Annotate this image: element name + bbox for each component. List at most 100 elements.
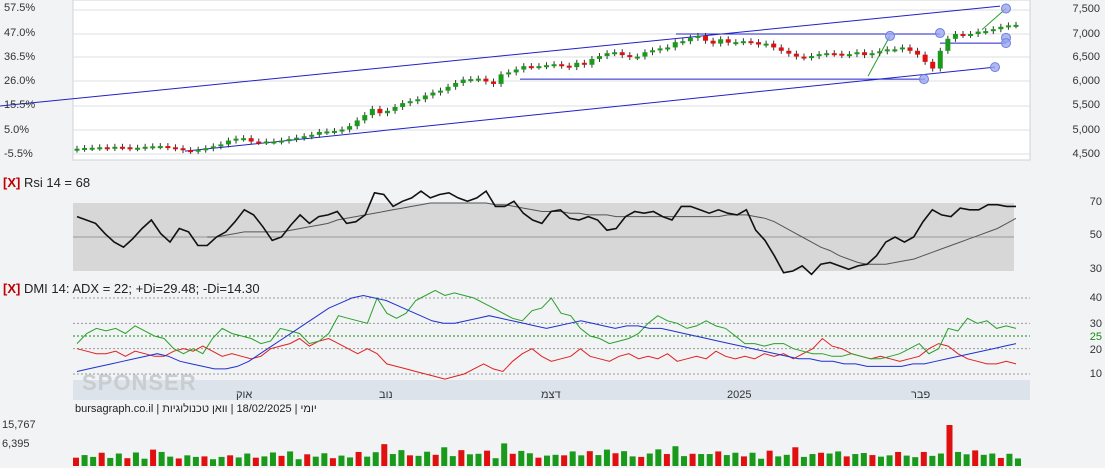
volume-bar <box>150 449 157 466</box>
volume-bar <box>475 453 482 466</box>
candle-body <box>324 131 330 134</box>
time-label-2025: 2025 <box>727 389 752 401</box>
volume-bar <box>629 456 636 466</box>
candle-body <box>672 42 678 48</box>
rsi-ma-line <box>207 202 1017 265</box>
volume-bar <box>621 451 628 466</box>
volume-bar <box>518 450 525 466</box>
volume-bar <box>612 453 619 466</box>
candle-body <box>703 35 709 41</box>
rsi-tick-70: 70 <box>1089 196 1102 208</box>
volume-bar <box>449 456 456 466</box>
candle-body <box>945 38 951 51</box>
candle-body <box>225 140 231 145</box>
candle-body <box>150 146 156 149</box>
candle-body <box>89 147 95 150</box>
volume-bar <box>167 456 174 466</box>
candle-body <box>801 56 807 59</box>
candle-body <box>415 99 421 102</box>
rsi-close-button[interactable]: [X] <box>3 175 21 190</box>
volume-bar <box>252 457 259 466</box>
candle-body <box>453 82 459 87</box>
volume-bar <box>800 456 807 466</box>
volume-bar <box>90 456 97 466</box>
candle-body <box>892 49 898 52</box>
candle-body <box>597 56 603 59</box>
candle-body <box>157 146 163 149</box>
candle-body <box>483 78 489 82</box>
dmi-close-button[interactable]: [X] <box>3 281 21 296</box>
candle-body <box>112 146 118 149</box>
green-arrow-1 <box>867 35 891 77</box>
volume-tick-mid: 6,395 <box>2 438 30 450</box>
candle-body <box>975 31 981 34</box>
candle-body <box>119 146 125 149</box>
candle-body <box>437 90 443 93</box>
volume-bar <box>792 447 799 466</box>
candle-body <box>218 144 224 147</box>
anchor-handle-1 <box>935 28 945 39</box>
volume-bar <box>766 450 773 466</box>
candle-body <box>937 50 943 69</box>
candle-body <box>309 134 315 137</box>
green-arrow-2 <box>981 8 1007 31</box>
candle-body <box>778 47 784 51</box>
candle-body <box>990 29 996 32</box>
candle-body <box>203 148 209 151</box>
candle-body <box>271 141 277 144</box>
volume-bar <box>509 453 516 466</box>
anchor-handle-4 <box>1001 38 1011 49</box>
volume-bar <box>501 443 508 466</box>
pct-tick-3: 26.0% <box>4 75 36 87</box>
candle-body <box>82 148 88 150</box>
candle-body <box>384 110 390 114</box>
volume-bar <box>603 449 610 466</box>
dmi-title: DMI 14: ADX = 22; +Di=29.48; -Di=14.30 <box>23 281 260 296</box>
volume-bar <box>235 457 242 466</box>
volume-bar <box>698 454 705 466</box>
candle-body <box>347 126 353 130</box>
rsi-line <box>76 189 1016 276</box>
candle-body <box>528 66 534 69</box>
volume-bar <box>492 458 499 466</box>
volume-tick-max: 15,767 <box>2 419 36 431</box>
candle-body <box>142 146 148 149</box>
volume-bar <box>997 457 1004 466</box>
volume-bar <box>561 455 568 466</box>
volume-bar <box>681 456 688 466</box>
candle-body <box>718 39 724 44</box>
candle-body <box>695 35 701 38</box>
candle-body <box>362 115 368 121</box>
volume-bar <box>278 455 285 466</box>
volume-bar <box>227 455 234 466</box>
candle-body <box>733 42 739 45</box>
volume-bar <box>655 449 662 466</box>
candle-body <box>422 95 428 100</box>
volume-bar <box>364 456 371 466</box>
candle-body <box>392 106 398 111</box>
volume-bar <box>963 454 970 466</box>
candle-body <box>756 42 762 45</box>
candle-body <box>899 47 905 50</box>
volume-bar <box>312 456 319 466</box>
rsi-title: Rsi 14 = 68 <box>23 175 91 190</box>
volume-bar <box>672 446 679 466</box>
anchor-handle-6 <box>990 62 1000 73</box>
candle-body <box>884 49 890 52</box>
price-tick-5500: 5,500 <box>1072 99 1100 111</box>
volume-bar <box>886 455 893 466</box>
volume-bar <box>432 454 439 466</box>
candle-body <box>407 101 413 104</box>
rsi-tick-30: 30 <box>1089 263 1102 275</box>
price-tick-6500: 6,500 <box>1072 51 1100 63</box>
volume-bar <box>895 451 902 466</box>
candle-body <box>536 66 542 69</box>
volume-bar <box>107 457 114 466</box>
candle-body <box>172 147 178 150</box>
volume-bar <box>578 455 585 466</box>
volume-bar <box>141 458 148 466</box>
candle-body <box>657 48 663 51</box>
candle-body <box>612 52 618 55</box>
upper-channel-line <box>0 5 1001 107</box>
